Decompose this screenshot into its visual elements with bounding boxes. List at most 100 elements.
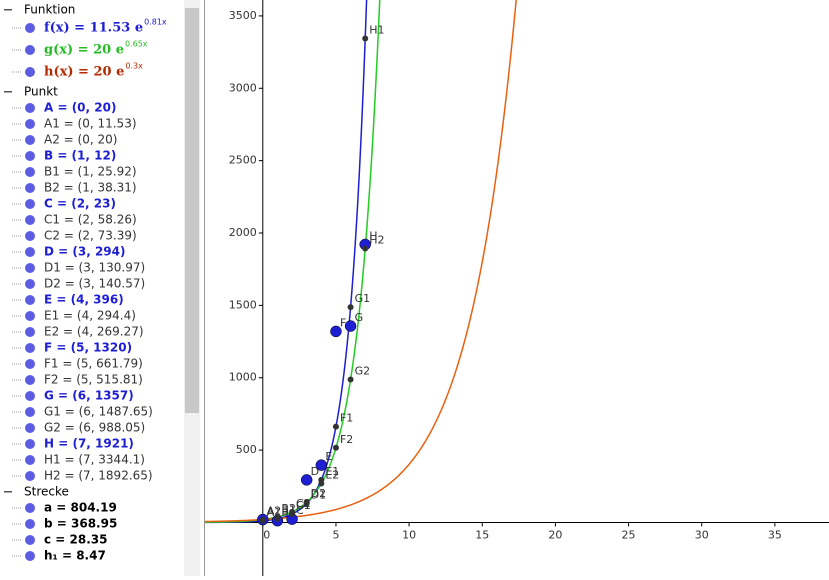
visibility-toggle[interactable] — [25, 375, 35, 385]
visibility-toggle[interactable] — [25, 407, 35, 417]
algebra-item[interactable]: D1 = (3, 130.97) — [44, 261, 145, 275]
dependent-point[interactable] — [289, 508, 296, 515]
visibility-toggle[interactable] — [25, 359, 35, 369]
visibility-toggle[interactable] — [25, 551, 35, 561]
scrollbar-thumb[interactable] — [185, 8, 199, 413]
algebra-item[interactable]: E2 = (4, 269.27) — [44, 325, 144, 339]
algebra-item[interactable]: h(x) = 20 e — [44, 65, 124, 80]
x-tick-label: 20 — [548, 528, 562, 541]
dependent-point[interactable] — [259, 516, 266, 523]
free-point[interactable] — [330, 325, 342, 338]
algebra-item[interactable]: D = (3, 294) — [44, 245, 125, 259]
algebra-item[interactable]: D2 = (3, 140.57) — [44, 277, 145, 291]
algebra-item[interactable]: f(x) = 11.53 e — [44, 21, 143, 36]
collapse-toggle[interactable] — [4, 491, 12, 493]
dependent-point[interactable] — [303, 499, 310, 506]
algebra-item[interactable]: A1 = (0, 11.53) — [44, 117, 137, 131]
visibility-toggle[interactable] — [25, 45, 35, 55]
collapse-toggle[interactable] — [4, 9, 12, 11]
dependent-point[interactable] — [332, 423, 339, 430]
x-tick-label: 35 — [768, 528, 782, 541]
point-label: B — [281, 506, 289, 519]
point-label: D2 — [311, 487, 326, 500]
algebra-item[interactable]: G2 = (6, 988.05) — [44, 421, 145, 435]
x-tick-label: 10 — [402, 528, 416, 541]
visibility-toggle[interactable] — [25, 247, 35, 257]
visibility-toggle[interactable] — [25, 231, 35, 241]
dependent-point[interactable] — [347, 376, 354, 383]
visibility-toggle[interactable] — [25, 67, 35, 77]
visibility-toggle[interactable] — [25, 199, 35, 209]
algebra-item[interactable]: G = (6, 1357) — [44, 389, 134, 403]
algebra-item[interactable]: c = 28.35 — [44, 533, 107, 547]
visibility-toggle[interactable] — [25, 23, 35, 33]
algebra-item[interactable]: B2 = (1, 38.31) — [44, 181, 137, 195]
point-label: D — [311, 465, 319, 478]
algebra-item[interactable]: H2 = (7, 1892.65) — [44, 469, 153, 483]
algebra-item[interactable]: a = 804.19 — [44, 501, 117, 515]
point-label: F — [340, 316, 346, 329]
algebra-item[interactable]: H = (7, 1921) — [44, 437, 134, 451]
visibility-toggle[interactable] — [25, 263, 35, 273]
point-label: H1 — [369, 23, 384, 36]
dependent-point[interactable] — [347, 304, 354, 311]
visibility-toggle[interactable] — [25, 391, 35, 401]
dependent-point[interactable] — [274, 513, 281, 520]
algebra-item[interactable]: C = (2, 23) — [44, 197, 116, 211]
algebra-item[interactable]: F1 = (5, 661.79) — [44, 357, 143, 371]
visibility-toggle[interactable] — [25, 279, 35, 289]
algebra-item[interactable]: F2 = (5, 515.81) — [44, 373, 143, 387]
point-label: D1 — [311, 488, 326, 501]
free-point[interactable] — [300, 474, 313, 486]
algebra-item[interactable]: A = (0, 20) — [44, 101, 116, 115]
visibility-toggle[interactable] — [25, 103, 35, 113]
group-title: Strecke — [24, 485, 69, 499]
visibility-toggle[interactable] — [25, 471, 35, 481]
collapse-toggle[interactable] — [4, 91, 12, 93]
visibility-toggle[interactable] — [25, 295, 35, 305]
algebra-item[interactable]: h₁ = 8.47 — [44, 549, 106, 563]
algebra-item[interactable]: g(x) = 20 e — [44, 43, 124, 58]
algebra-item[interactable]: B = (1, 12) — [44, 149, 116, 163]
free-point[interactable] — [315, 459, 328, 471]
visibility-toggle[interactable] — [25, 215, 35, 225]
x-tick-label: 5 — [332, 528, 339, 541]
visibility-toggle[interactable] — [25, 439, 35, 449]
dependent-point[interactable] — [332, 444, 339, 451]
visibility-toggle[interactable] — [25, 119, 35, 129]
visibility-toggle[interactable] — [25, 151, 35, 161]
algebra-item[interactable]: E = (4, 396) — [44, 293, 124, 307]
visibility-toggle[interactable] — [25, 503, 35, 513]
algebra-item[interactable]: G1 = (6, 1487.65) — [44, 405, 153, 419]
visibility-toggle[interactable] — [25, 311, 35, 321]
algebra-item[interactable]: F = (5, 1320) — [44, 341, 132, 355]
algebra-item[interactable]: C2 = (2, 73.39) — [44, 229, 137, 243]
visibility-toggle[interactable] — [25, 535, 35, 545]
dependent-point[interactable] — [362, 35, 369, 42]
algebra-item[interactable]: C1 = (2, 58.26) — [44, 213, 137, 227]
visibility-toggle[interactable] — [25, 455, 35, 465]
algebra-item[interactable]: H1 = (7, 3344.1) — [44, 453, 145, 467]
visibility-toggle[interactable] — [25, 167, 35, 177]
free-point[interactable] — [344, 320, 357, 332]
x-tick-label: 25 — [622, 528, 636, 541]
dependent-point[interactable] — [318, 480, 325, 487]
x-tick-label: 30 — [695, 528, 709, 541]
graphics-view: 0 5 10 15 20 25 30 35 500 1000 1500 2000 2500 3000 350… — [205, 0, 829, 576]
algebra-item[interactable]: A2 = (0, 20) — [44, 133, 117, 147]
point-label: F1 — [340, 412, 353, 425]
x-tick-label: 0 — [263, 528, 270, 541]
visibility-toggle[interactable] — [25, 423, 35, 433]
point-label: G — [355, 311, 364, 324]
visibility-toggle[interactable] — [25, 327, 35, 337]
y-tick-label: 500 — [236, 443, 257, 456]
algebra-item[interactable]: B1 = (1, 25.92) — [44, 165, 137, 179]
visibility-toggle[interactable] — [25, 519, 35, 529]
dependent-point[interactable] — [362, 245, 369, 252]
algebra-item[interactable]: b = 368.95 — [44, 517, 117, 531]
visibility-toggle[interactable] — [25, 183, 35, 193]
algebra-item[interactable]: E1 = (4, 294.4) — [44, 309, 136, 323]
visibility-toggle[interactable] — [25, 135, 35, 145]
visibility-toggle[interactable] — [25, 343, 35, 353]
y-tick-label: 2500 — [229, 154, 257, 167]
